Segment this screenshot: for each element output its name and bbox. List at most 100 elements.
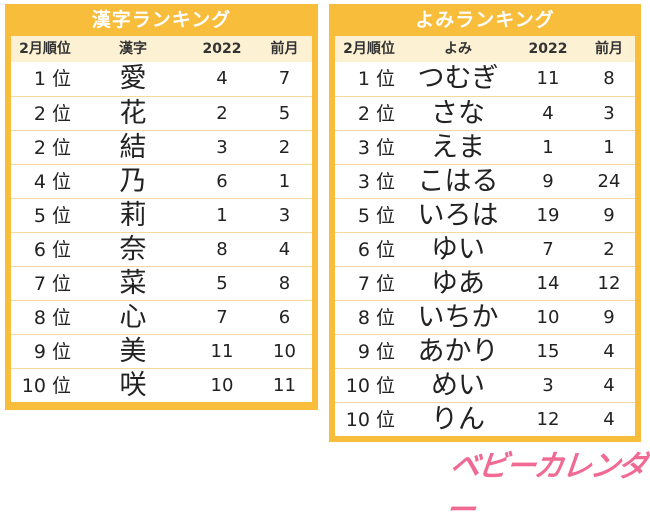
rank-suffix: 位 — [375, 307, 395, 329]
rank-number: 5 — [33, 205, 46, 227]
name-cell: 美 — [119, 336, 147, 367]
name-cell: 咲 — [119, 370, 147, 401]
rank-number: 2 — [33, 103, 46, 125]
prev-month-cell: 3 — [603, 103, 615, 124]
rank-number: 3 — [357, 171, 370, 193]
rank-2022-cell: 4 — [542, 103, 554, 124]
header-prev-month: 前月 — [595, 41, 623, 57]
rank-number: 2 — [357, 103, 370, 125]
rank-2022-cell: 1 — [216, 205, 228, 226]
prev-month-cell: 4 — [603, 341, 615, 362]
table-row: 10 位めい 3 4 — [335, 368, 635, 402]
name-cell: さな — [431, 98, 485, 129]
name-cell: いちか — [417, 302, 499, 333]
table-row: 8 位いちか 10 9 — [335, 300, 635, 334]
prev-month-cell: 6 — [278, 307, 291, 328]
rank-2022-cell: 3 — [216, 137, 228, 158]
prev-month-cell: 10 — [273, 341, 296, 362]
rank-suffix: 位 — [51, 307, 71, 329]
rank-suffix: 位 — [51, 171, 71, 193]
rank-2022-cell: 10 — [536, 307, 560, 328]
header-2022: 2022 — [202, 41, 242, 57]
rank-suffix: 位 — [375, 375, 395, 397]
prev-month-cell: 9 — [603, 307, 615, 328]
name-cell: えま — [431, 132, 485, 163]
name-cell: ゆあ — [431, 268, 485, 299]
rank-2022-cell: 11 — [210, 341, 234, 362]
prev-month-cell: 7 — [278, 68, 291, 89]
rank-number: 8 — [357, 307, 370, 329]
rank-2022-cell: 15 — [536, 341, 560, 362]
rank-2022-cell: 8 — [216, 239, 228, 260]
rank-2022-cell: 10 — [210, 375, 234, 396]
rank-number: 3 — [357, 137, 370, 159]
name-cell: 心 — [119, 302, 147, 333]
yomi-column-headers: 2月順位 よみ 2022 前月 — [335, 36, 635, 62]
rank-2022-cell: 12 — [536, 409, 560, 430]
table-row: 10 位咲 10 11 — [11, 368, 312, 402]
rank-cell: 10 位 — [335, 369, 403, 402]
rank-2022-cell: 5 — [216, 273, 228, 294]
rank-number: 1 — [33, 68, 46, 90]
prev-month-cell: 9 — [603, 205, 615, 226]
name-cell: 花 — [119, 98, 147, 129]
rank-cell: 10 位 — [335, 403, 403, 436]
name-cell: 奈 — [119, 234, 147, 265]
prev-month-cell: 1 — [278, 171, 291, 192]
rank-2022-cell: 3 — [542, 375, 554, 396]
rank-suffix: 位 — [51, 103, 71, 125]
name-cell: めい — [431, 370, 485, 401]
rank-2022-cell: 9 — [542, 171, 554, 192]
prev-month-cell: 8 — [603, 68, 615, 89]
rank-number: 4 — [33, 171, 46, 193]
rank-number: 2 — [33, 137, 46, 159]
table-row: 2 位さな 4 3 — [335, 96, 635, 130]
header-prev-month: 前月 — [270, 41, 299, 57]
rank-number: 1 — [357, 68, 370, 90]
name-cell: ゆい — [431, 234, 485, 265]
prev-month-cell: 11 — [273, 375, 296, 396]
rank-number: 10 — [345, 409, 370, 431]
rank-suffix: 位 — [51, 68, 71, 90]
name-cell: こはる — [417, 166, 499, 197]
yomi-rows: 1 位つむぎ 11 8 2 位さな 4 3 3 位えま 1 1 3 位こはる 9 24 5 位いろは 19 9 6 位ゆい… — [335, 62, 635, 436]
rank-suffix: 位 — [51, 273, 71, 295]
rank-number: 9 — [33, 341, 46, 363]
rank-2022-cell: 1 — [542, 137, 554, 158]
rank-2022-cell: 14 — [536, 273, 560, 294]
rank-number: 10 — [345, 375, 370, 397]
rank-suffix: 位 — [375, 273, 395, 295]
rank-suffix: 位 — [375, 137, 395, 159]
table-row: 1 位つむぎ 11 8 — [335, 62, 635, 96]
prev-month-cell: 2 — [603, 239, 615, 260]
table-row: 3 位えま 1 1 — [335, 130, 635, 164]
rank-2022-cell: 7 — [542, 239, 554, 260]
rank-number: 8 — [33, 307, 46, 329]
rank-2022-cell: 7 — [216, 307, 228, 328]
name-cell: 莉 — [119, 200, 147, 231]
rank-suffix: 位 — [375, 239, 395, 261]
rank-suffix: 位 — [375, 171, 395, 193]
rank-suffix: 位 — [375, 341, 395, 363]
prev-month-cell: 4 — [603, 409, 615, 430]
yomi-ranking-panel: よみランキング 2月順位 よみ 2022 前月 1 位つむぎ 11 8 2 位さな 4 3 3 位… — [329, 4, 641, 442]
prev-month-cell: 12 — [597, 273, 621, 294]
rank-2022-cell: 11 — [536, 68, 560, 89]
rank-number: 6 — [357, 239, 370, 261]
name-cell: 結 — [119, 132, 147, 163]
